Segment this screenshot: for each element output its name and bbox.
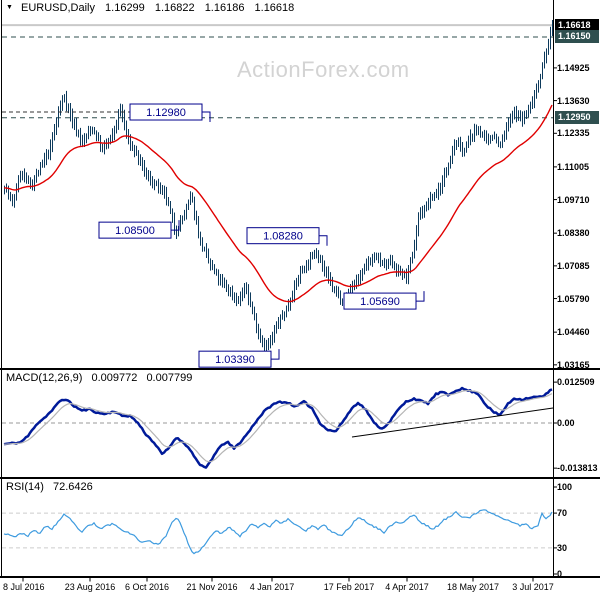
annotation-label: 1.08500 xyxy=(115,225,155,237)
macd-value-signal: 0.007799 xyxy=(146,372,193,384)
rsi-axis-label: 0 xyxy=(557,569,563,579)
rsi-name: RSI(14) xyxy=(6,481,44,493)
macd-axis-label: 0.00 xyxy=(557,418,575,428)
macd-name: MACD(12,26,9) xyxy=(6,372,83,384)
watermark: ActionForex.com xyxy=(237,57,410,82)
y-axis-label: 1.11005 xyxy=(557,161,590,172)
date-label: 4 Apr 2017 xyxy=(385,582,429,592)
date-label: 6 Oct 2016 xyxy=(124,582,170,592)
annotation-label: 1.08280 xyxy=(263,231,303,243)
price-bars xyxy=(4,19,553,354)
annotation-label: 1.12980 xyxy=(146,107,186,119)
rsi-indicator-label: RSI(14) 72.6426 xyxy=(6,481,93,493)
rsi-axis-label: 100 xyxy=(557,482,573,492)
price-annotation[interactable]: 1.05690 xyxy=(343,291,425,310)
y-axis-label: 1.14925 xyxy=(557,62,590,73)
macd-indicator-label: MACD(12,26,9) 0.009772 0.007799 xyxy=(6,372,192,384)
y-axis-label: 1.07085 xyxy=(557,260,590,271)
date-label: 8 Jul 2016 xyxy=(3,582,45,592)
macd-axis-label: 0.012509 xyxy=(557,377,595,388)
price-annotation[interactable]: 1.08280 xyxy=(246,227,328,246)
ohlc-close: 1.16618 xyxy=(254,2,295,14)
macd-signal-line[interactable] xyxy=(4,389,553,463)
macd-trendline[interactable] xyxy=(351,407,553,438)
annotation-label: 1.05690 xyxy=(360,296,400,308)
annotation-connector xyxy=(171,220,180,231)
macd-value-main: 0.009772 xyxy=(91,372,138,384)
price-annotation[interactable]: 1.03390 xyxy=(198,349,280,368)
y-axis-label: 1.05790 xyxy=(557,293,590,304)
annotation-label: 1.03390 xyxy=(215,354,255,366)
y-axis-label: 1.04460 xyxy=(557,327,590,338)
annotation-connector xyxy=(416,291,425,302)
annotation-connector xyxy=(271,349,280,360)
rsi-value: 72.6426 xyxy=(52,481,93,493)
symbol-collapse-icon[interactable]: ▼ xyxy=(6,4,13,11)
date-label: 23 Aug 2016 xyxy=(64,582,116,592)
macd-axis-label: -0.013813 xyxy=(557,463,598,474)
rsi-axis-label: 30 xyxy=(557,542,568,553)
ohlc-open: 1.16299 xyxy=(105,2,145,14)
ma-line[interactable] xyxy=(4,104,553,303)
y-axis-label: 1.12335 xyxy=(557,128,590,139)
price-panel[interactable]: 1.12980 1.08500 1.08280 1.05690 1.03390 xyxy=(2,19,553,368)
annotation-connector xyxy=(202,111,211,123)
price-tag-level: 1.12950 xyxy=(555,111,599,125)
y-axis-label: 1.03165 xyxy=(557,359,590,370)
rsi-axis-label: 70 xyxy=(557,508,568,519)
annotation-box[interactable] xyxy=(129,103,203,121)
price-tag-level: 1.16150 xyxy=(555,30,599,44)
y-axis-label: 1.09710 xyxy=(557,194,590,205)
rsi-line[interactable] xyxy=(3,509,553,555)
date-label: 3 Jul 2017 xyxy=(512,582,554,592)
price-annotation[interactable]: 1.08500 xyxy=(98,220,180,239)
ohlc-high: 1.16822 xyxy=(154,2,195,14)
annotation-connector xyxy=(319,235,328,246)
symbol-info-bar: ▼ EURUSD,Daily 1.16299 1.16822 1.16186 1… xyxy=(6,2,294,14)
y-axis-label: 1.13630 xyxy=(557,95,590,106)
date-label: 17 Feb 2017 xyxy=(323,582,375,592)
ohlc-low: 1.16186 xyxy=(204,2,245,14)
annotation-box[interactable] xyxy=(343,292,417,310)
macd-line[interactable] xyxy=(3,386,553,469)
date-label: 4 Jan 2017 xyxy=(249,582,295,592)
annotation-box[interactable] xyxy=(98,221,172,239)
symbol-name: EURUSD,Daily xyxy=(21,2,95,14)
price-tag-current: 1.16618 xyxy=(555,18,599,32)
y-axis-label: 1.08380 xyxy=(557,228,590,239)
annotation-box[interactable] xyxy=(198,350,272,368)
price-annotation[interactable]: 1.12980 xyxy=(2,103,211,123)
macd-panel[interactable] xyxy=(2,386,553,469)
rsi-panel[interactable] xyxy=(2,509,553,555)
date-label: 21 Nov 2016 xyxy=(186,582,238,592)
date-label: 18 May 2017 xyxy=(446,582,500,592)
annotation-box[interactable] xyxy=(246,227,320,245)
